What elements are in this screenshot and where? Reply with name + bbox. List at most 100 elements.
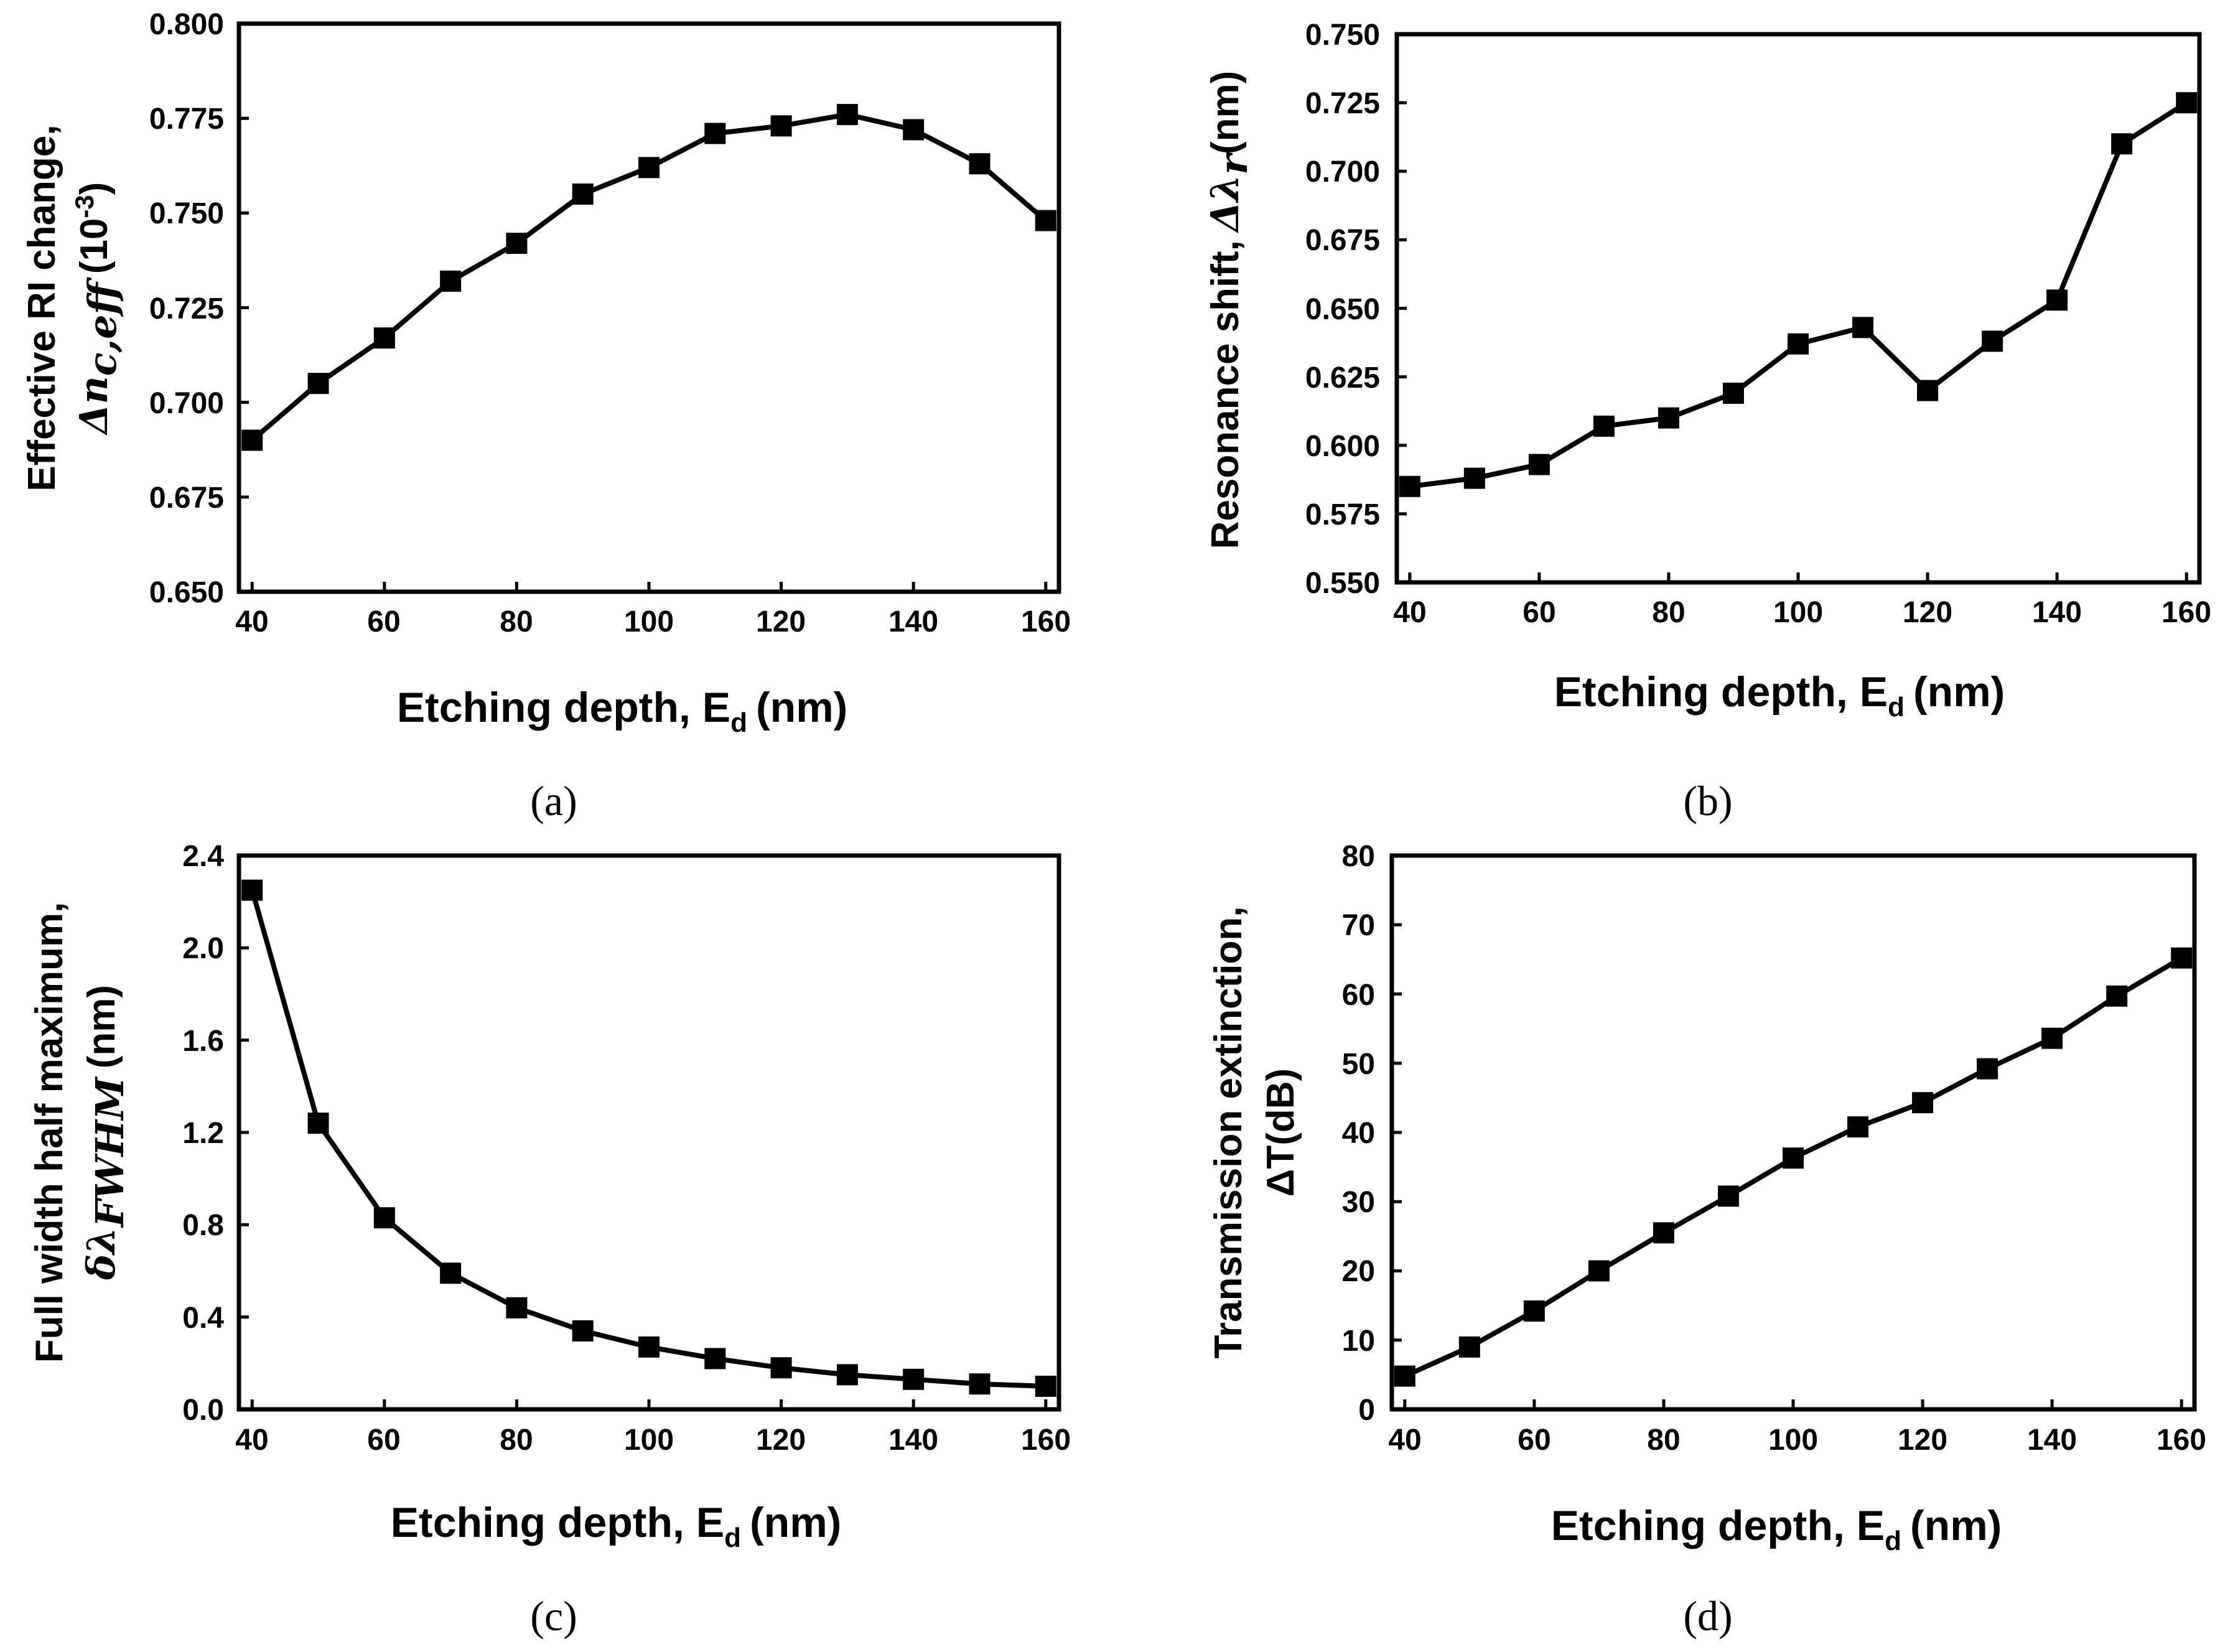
y-axis-label-line1: Full width half maximum, bbox=[28, 902, 71, 1363]
data-point bbox=[307, 373, 329, 394]
x-tick-label: 40 bbox=[235, 605, 268, 638]
series-b bbox=[1399, 92, 2198, 497]
data-point bbox=[1658, 407, 1679, 429]
data-point bbox=[1788, 333, 1809, 355]
data-point bbox=[241, 879, 263, 901]
y-axis-label-c: Full width half maximum, δλFWHM(nm) bbox=[28, 902, 133, 1363]
y-tick-label: 0.625 bbox=[1305, 362, 1380, 394]
x-tick-label: 100 bbox=[624, 605, 674, 638]
x-tick-label: 100 bbox=[624, 1424, 674, 1457]
data-point bbox=[1394, 1365, 1415, 1387]
data-point bbox=[1035, 210, 1056, 231]
data-point bbox=[440, 270, 462, 292]
x-axis-label-a: Etching depth, Ed (nm) bbox=[397, 684, 848, 738]
x-tick-label: 80 bbox=[500, 1424, 533, 1457]
data-point bbox=[373, 1207, 395, 1229]
series-line bbox=[1409, 100, 2188, 489]
y-tick-label: 0.4 bbox=[182, 1302, 224, 1335]
x-tick-label: 80 bbox=[500, 605, 533, 638]
y-tick-label: 1.6 bbox=[182, 1025, 224, 1058]
y-tick-label: 0.725 bbox=[1305, 87, 1380, 120]
panel-c: 0.0 0.4 0.8 1.2 1.6 2.0 2.4 40 60 80 100… bbox=[28, 840, 1071, 1640]
y-axis-label-line2: Δnc,eff(10-3) bbox=[70, 182, 125, 436]
data-point bbox=[1847, 1116, 1869, 1138]
data-point bbox=[440, 1262, 462, 1284]
y-tick-label: 0.550 bbox=[1305, 567, 1380, 600]
y-axis-label-line1: Transmission extinction, bbox=[1207, 907, 1250, 1359]
y-tick-label: 0 bbox=[1358, 1394, 1375, 1427]
series-line bbox=[249, 889, 1046, 1389]
series-c bbox=[241, 879, 1056, 1397]
x-axis-label-c: Etching depth, Ed (nm) bbox=[391, 1499, 842, 1553]
x-tick-label: 160 bbox=[1021, 1424, 1071, 1457]
series-d bbox=[1394, 947, 2193, 1387]
data-point bbox=[1458, 1336, 1480, 1358]
x-tick-label: 120 bbox=[1898, 1424, 1947, 1457]
data-point bbox=[2171, 947, 2193, 969]
y-tick-label: 60 bbox=[1342, 979, 1375, 1012]
ticks-d bbox=[1392, 854, 2183, 1411]
caption-d: (d) bbox=[1683, 1592, 1732, 1640]
plot-frame-a bbox=[236, 21, 1061, 594]
data-point bbox=[1852, 317, 1874, 338]
data-point bbox=[836, 1364, 858, 1386]
x-tick-labels-a: 40 60 80 100 120 140 160 bbox=[235, 605, 1071, 638]
data-point bbox=[1593, 415, 1615, 437]
x-tick-label: 60 bbox=[1518, 1424, 1551, 1457]
x-tick-label: 140 bbox=[2032, 596, 2082, 629]
data-point bbox=[1722, 383, 1744, 404]
data-point bbox=[903, 1368, 925, 1390]
data-point bbox=[836, 104, 858, 126]
y-tick-label: 80 bbox=[1342, 840, 1375, 873]
x-tick-label: 100 bbox=[1768, 1424, 1818, 1457]
y-tick-labels-c: 0.0 0.4 0.8 1.2 1.6 2.0 2.4 bbox=[182, 840, 224, 1427]
data-point bbox=[373, 327, 395, 349]
y-tick-label: 30 bbox=[1342, 1186, 1375, 1219]
data-point bbox=[2041, 1027, 2063, 1049]
y-tick-label: 0.8 bbox=[182, 1209, 224, 1242]
y-tick-label: 70 bbox=[1342, 909, 1375, 942]
y-tick-label: 0.775 bbox=[149, 103, 224, 136]
x-tick-label: 140 bbox=[2027, 1424, 2077, 1457]
data-point bbox=[1463, 467, 1485, 489]
ticks-c bbox=[239, 854, 1048, 1411]
data-point bbox=[1717, 1185, 1739, 1207]
y-tick-label: 0.575 bbox=[1305, 498, 1380, 531]
panel-d: 0 10 20 30 40 50 60 70 80 40 60 80 100 1… bbox=[1207, 840, 2206, 1640]
y-tick-label: 0.800 bbox=[149, 8, 224, 41]
y-axis-label-line1: Effective RI change, bbox=[21, 124, 63, 491]
data-point bbox=[1982, 330, 2003, 352]
data-point bbox=[506, 1297, 528, 1318]
data-point bbox=[1783, 1147, 1804, 1169]
data-point bbox=[638, 157, 660, 179]
ticks-a bbox=[239, 22, 1048, 594]
x-tick-label: 100 bbox=[1773, 596, 1823, 629]
x-axis-label-b: Etching depth, Ed (nm) bbox=[1554, 668, 2005, 722]
data-point bbox=[903, 119, 925, 141]
x-tick-labels-b: 40 60 80 100 120 140 160 bbox=[1393, 596, 2211, 629]
x-tick-label: 140 bbox=[888, 605, 938, 638]
y-tick-label: 50 bbox=[1342, 1048, 1375, 1081]
x-axis-label-d: Etching depth, Ed (nm) bbox=[1551, 1502, 2002, 1556]
x-tick-label: 80 bbox=[1652, 596, 1685, 629]
y-tick-labels-d: 0 10 20 30 40 50 60 70 80 bbox=[1342, 840, 1375, 1427]
y-tick-label: 20 bbox=[1342, 1255, 1375, 1288]
plot-frame-d bbox=[1389, 853, 2197, 1412]
x-tick-labels-c: 40 60 80 100 120 140 160 bbox=[235, 1424, 1071, 1457]
x-tick-label: 140 bbox=[888, 1424, 938, 1457]
y-axis-label-line: Resonance shift,Δλr(nm) bbox=[1202, 71, 1256, 549]
x-tick-label: 80 bbox=[1647, 1424, 1680, 1457]
caption-a: (a) bbox=[530, 777, 577, 824]
series-a bbox=[241, 104, 1056, 451]
y-axis-label-a: Effective RI change, Δnc,eff(10-3) bbox=[21, 124, 125, 491]
y-tick-label: 10 bbox=[1342, 1325, 1375, 1358]
y-axis-label-line2: δλFWHM(nm) bbox=[78, 985, 133, 1281]
x-tick-label: 160 bbox=[1021, 605, 1071, 638]
data-point bbox=[1653, 1222, 1674, 1244]
data-point bbox=[1528, 454, 1550, 475]
x-tick-label: 60 bbox=[1523, 596, 1555, 629]
plot-frame-c bbox=[236, 853, 1061, 1412]
data-point bbox=[307, 1113, 329, 1134]
panel-a: 0.650 0.675 0.700 0.725 0.750 0.775 0.80… bbox=[21, 8, 1071, 824]
